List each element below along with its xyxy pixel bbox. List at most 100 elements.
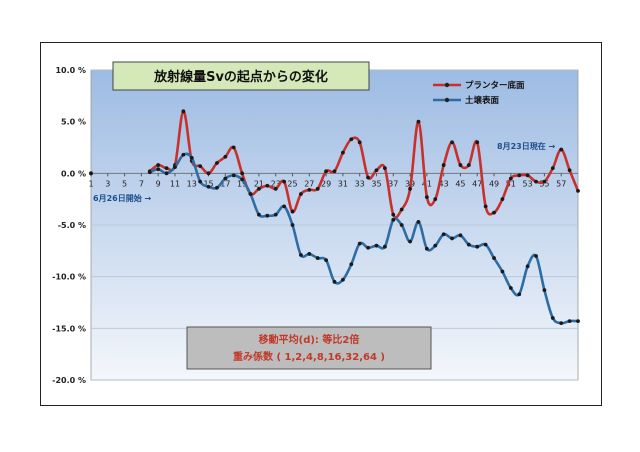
title-box: 放射線量Svの起点からの変化 — [112, 61, 370, 91]
note-line-2: 重み係数 ( 1,2,4,8,16,32,64 ) — [233, 350, 385, 363]
data-point-planter — [340, 150, 345, 155]
x-tick-label: 11 — [170, 179, 180, 188]
x-tick-label: 17 — [220, 179, 230, 188]
data-point-soil — [366, 245, 370, 250]
data-point-soil — [492, 256, 496, 260]
data-point-soil — [307, 252, 312, 256]
x-tick-label: 19 — [237, 179, 247, 188]
data-point-soil — [576, 319, 580, 323]
y-tick-label: -10.0 % — [52, 273, 86, 282]
data-point-soil — [357, 241, 362, 246]
data-point-soil — [559, 321, 564, 326]
data-point-planter — [567, 168, 572, 173]
legend-marker-planter — [444, 82, 450, 88]
series-planter — [89, 109, 580, 219]
data-point-planter — [458, 163, 463, 167]
x-tick-label: 1 — [88, 179, 93, 188]
data-point-planter — [181, 109, 186, 114]
data-point-soil — [424, 246, 429, 251]
x-tick-label: 45 — [455, 179, 465, 188]
x-tick-label: 31 — [338, 179, 348, 188]
series-line-soil — [149, 152, 579, 325]
legend-label-soil: 土壌表面 — [465, 95, 500, 106]
data-point-soil — [156, 167, 161, 172]
data-point-soil — [416, 220, 421, 224]
data-point-planter — [483, 204, 488, 209]
x-tick-label: 29 — [321, 179, 331, 188]
data-point-planter — [382, 166, 387, 171]
data-point-planter — [357, 140, 362, 145]
note-line-1: 移動平均(d): 等比2倍 — [259, 333, 360, 346]
data-point-planter — [307, 187, 312, 192]
y-tick-label: -5.0 % — [58, 221, 86, 230]
data-point-soil — [391, 217, 396, 222]
data-point-soil — [332, 279, 337, 284]
x-tick-label: 55 — [539, 179, 549, 188]
y-tick-label: -15.0 % — [52, 324, 86, 333]
data-point-soil — [382, 244, 387, 249]
data-point-planter — [349, 137, 354, 142]
data-point-soil — [248, 192, 253, 196]
x-tick-label: 43 — [439, 179, 449, 188]
data-point-planter — [466, 163, 471, 167]
data-point-soil — [550, 316, 555, 320]
x-tick-label: 33 — [355, 179, 365, 188]
data-point-soil — [466, 242, 471, 247]
x-tick-label: 47 — [472, 179, 482, 188]
x-tick-label: 5 — [122, 179, 127, 188]
legend: プランター底面 土壌表面 — [433, 80, 525, 106]
data-point-soil — [508, 286, 513, 290]
data-point-soil — [534, 254, 538, 258]
data-point-planter — [408, 186, 412, 191]
data-point-soil — [265, 213, 270, 218]
data-point-soil — [315, 256, 320, 260]
x-tick-label: 25 — [287, 179, 297, 188]
x-tick-label: 27 — [304, 179, 314, 188]
data-point-planter — [206, 171, 211, 176]
data-point-soil — [441, 232, 446, 237]
data-point-soil — [299, 253, 303, 257]
y-tick-label: 5.0 % — [61, 118, 86, 127]
x-tick-label: 23 — [271, 179, 281, 188]
data-point-soil — [408, 239, 412, 244]
data-point-soil — [215, 185, 219, 190]
data-point-planter — [332, 169, 337, 174]
data-point-soil — [433, 243, 438, 248]
data-point-planter — [542, 179, 547, 184]
y-tick-label: 10.0 % — [55, 66, 86, 75]
data-point-planter — [399, 207, 404, 212]
data-point-soil — [483, 242, 488, 247]
x-tick-label: 9 — [156, 179, 161, 188]
data-point-planter — [508, 176, 513, 181]
data-point-soil — [450, 236, 454, 241]
data-point-soil — [223, 176, 228, 181]
data-point-soil — [147, 170, 152, 175]
data-point-planter — [156, 163, 161, 167]
series-layer — [89, 109, 580, 326]
x-tick-label: 15 — [203, 179, 213, 188]
data-point-planter — [517, 173, 522, 178]
x-tick-label: 7 — [139, 179, 144, 188]
data-point-planter — [500, 197, 505, 202]
data-point-soil — [173, 165, 177, 170]
data-point-soil — [273, 212, 278, 217]
data-point-soil — [374, 243, 379, 248]
x-tick-label: 53 — [523, 179, 533, 188]
data-point-planter — [525, 173, 530, 178]
data-point-planter — [433, 197, 438, 202]
data-point-soil — [89, 171, 93, 176]
data-point-soil — [257, 212, 261, 217]
data-point-planter — [374, 168, 379, 173]
y-tick-label: -20.0 % — [52, 376, 86, 385]
data-point-planter — [215, 161, 219, 165]
data-point-planter — [534, 179, 538, 184]
annotation-now: 8月23日現在 → — [497, 141, 555, 151]
x-tick-label: 49 — [489, 179, 499, 188]
data-point-planter — [366, 175, 370, 180]
data-point-soil — [240, 177, 245, 182]
data-point-soil — [181, 152, 186, 157]
data-point-planter — [282, 179, 287, 184]
data-point-planter — [273, 186, 278, 191]
data-point-soil — [517, 292, 522, 297]
legend-marker-soil — [444, 97, 450, 103]
